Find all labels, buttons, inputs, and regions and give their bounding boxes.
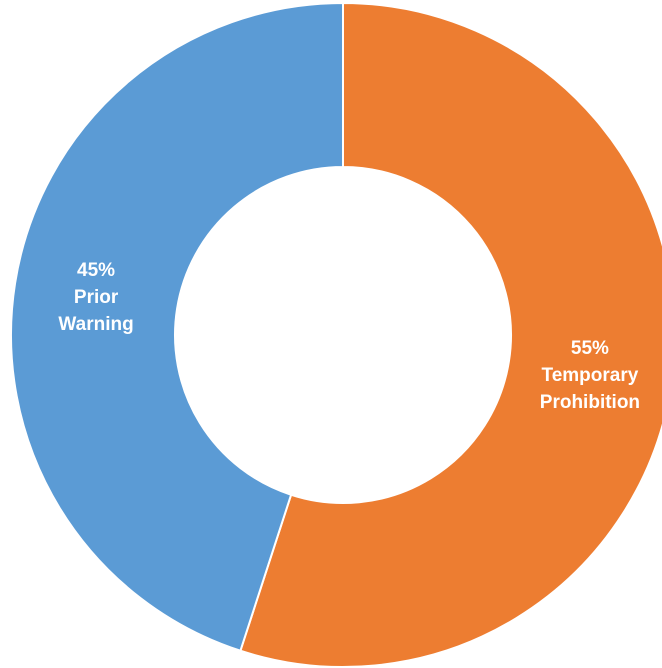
slice-temporary-prohibition [239, 1, 662, 668]
slice-category-label: Warning [58, 314, 133, 335]
slice-category-label: Temporary [542, 365, 639, 386]
slice-labels: 55% Temporary Prohibition 45% Prior Warning [58, 260, 640, 413]
slice-percent-label: 45% [77, 260, 115, 281]
slice-label-temporary-prohibition: 55% Temporary Prohibition [540, 338, 640, 413]
slice-percent-label: 55% [571, 338, 609, 359]
donut-slices [10, 1, 662, 668]
slice-category-label: Prior [74, 287, 119, 308]
slice-label-prior-warning: 45% Prior Warning [58, 260, 133, 335]
slice-category-label: Prohibition [540, 392, 640, 413]
slice-prior-warning [10, 1, 344, 653]
